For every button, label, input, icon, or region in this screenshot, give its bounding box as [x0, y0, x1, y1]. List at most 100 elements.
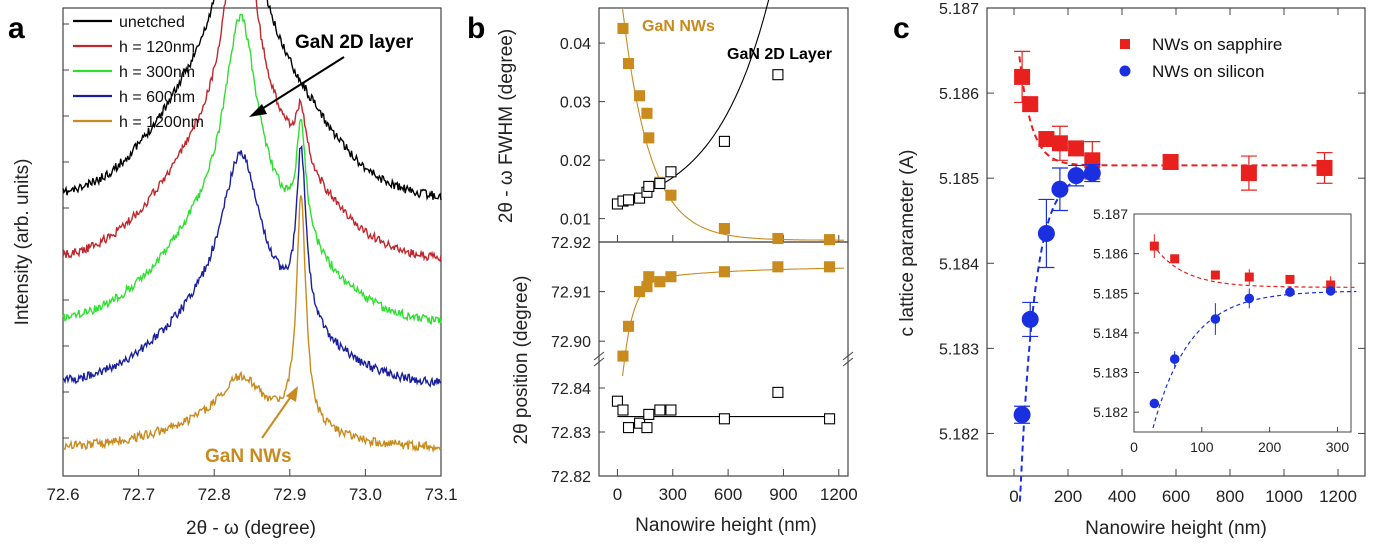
legend-label: h = 600nm [119, 89, 195, 106]
position-nw-point [654, 276, 666, 288]
panel-c: c 5.182 5.183 5.184 5.185 5.186 5.187 0 200 400 6… [893, 1, 1366, 539]
inset-silicon-point [1285, 287, 1295, 297]
position-nw-point [718, 266, 730, 278]
inset-y-tick-label: 5.184 [1093, 325, 1128, 341]
y-tick-label: 5.183 [939, 341, 979, 358]
panel-b-axes: 0.01 0.02 0.03 0.04 72.92 72.91 72.90 72.84 72.8… [551, 36, 858, 504]
silicon-point [1083, 164, 1101, 182]
legend-sapphire-label: NWs on sapphire [1152, 35, 1282, 54]
inset-sapphire-fit-curve [1152, 244, 1357, 288]
x-tick-label: 300 [659, 485, 687, 504]
inset-sapphire-point [1210, 270, 1220, 280]
fwhm-nw-point [641, 107, 653, 119]
position-2d-point [772, 386, 784, 398]
x-tick-label: 200 [1054, 487, 1082, 506]
position-2d-point [824, 413, 836, 425]
y-tick-label: 72.92 [551, 235, 591, 252]
panel-c-y-axis-label: c lattice parameter (A) [897, 150, 918, 337]
y-tick-label: 72.84 [551, 381, 591, 398]
sapphire-point [1014, 68, 1031, 85]
position-2d-point [654, 404, 666, 416]
fwhm-2d-point [622, 194, 635, 206]
inset-y-tick-label: 5.185 [1093, 285, 1128, 301]
annotation-nw-arrow-line [261, 394, 293, 439]
panel-b-bottom-y-label: 2θ position (degree) [511, 276, 532, 445]
x-tick-label: 1200 [820, 485, 858, 504]
inset-silicon-point [1169, 354, 1180, 364]
panel-a: a 72.6 72.7 72.8 72.9 73.0 73.1 unetched h = 1… [8, 0, 458, 539]
y-tick-label: 5.185 [939, 171, 979, 188]
position-2d-point [617, 404, 629, 416]
position-2d-point [718, 413, 730, 425]
legend-label: h = 300nm [119, 64, 195, 81]
fwhm-nw-point [634, 90, 646, 102]
inset-x-tick-label: 200 [1258, 439, 1282, 455]
silicon-point [1051, 180, 1069, 198]
legend-label: h = 1200nm [119, 114, 204, 131]
x-tick-label: 72.6 [46, 485, 79, 504]
inset-silicon-point [1210, 314, 1221, 324]
panel-c-letter: c [893, 12, 910, 45]
x-tick-label: 0 [613, 485, 622, 504]
fwhm-nw-point [665, 189, 677, 201]
axis-break-mark [842, 351, 854, 361]
inset-sapphire-point [1244, 272, 1254, 282]
silicon-point [1013, 406, 1031, 424]
panel-b-label-gan-nws: GaN NWs [642, 18, 715, 35]
position-nw-point [643, 271, 655, 283]
fwhm-nw-point [643, 132, 655, 144]
inset-sapphire-point [1285, 274, 1295, 284]
position-2d-point [622, 422, 635, 434]
position-2d-point [641, 422, 653, 434]
inset-y-tick-label: 5.183 [1093, 365, 1128, 381]
panel-b-marks [611, 0, 844, 434]
position-nw-point [665, 271, 677, 283]
panel-c-axes: 5.182 5.183 5.184 5.185 5.186 5.187 0 200 400 600… [939, 1, 1365, 506]
fwhm-nw-point [824, 234, 836, 246]
x-tick-label: 600 [714, 485, 742, 504]
inset-x-tick-label: 0 [1130, 439, 1138, 455]
annotation-2d-arrow-line [256, 56, 345, 113]
y-tick-label: 72.90 [551, 334, 591, 351]
sapphire-point [1316, 159, 1333, 176]
axis-break-mark [593, 357, 605, 367]
x-tick-label: 900 [769, 485, 797, 504]
y-tick-label: 0.02 [560, 153, 591, 170]
annotation-gan-2d-layer: GaN 2D layer [295, 32, 414, 53]
fwhm-nw-point [772, 232, 784, 245]
x-tick-label: 600 [1162, 487, 1190, 506]
x-tick-label: 72.7 [122, 485, 155, 504]
axis-break-mark [593, 351, 605, 361]
silicon-point [1067, 167, 1085, 185]
panel-a-frame [62, 7, 442, 477]
panel-a-letter: a [8, 12, 25, 45]
panel-b-label-gan-2d-layer: GaN 2D Layer [727, 46, 832, 63]
inset-y-tick-label: 5.182 [1093, 404, 1128, 420]
inset-sapphire-point [1149, 241, 1159, 251]
panel-a-y-ticks [63, 23, 69, 439]
fwhm-2d-point [772, 69, 784, 81]
fwhm-2d-point [634, 192, 646, 204]
position-nw-point [622, 320, 635, 332]
y-tick-label: 5.187 [939, 1, 979, 18]
sapphire-point [1051, 135, 1068, 152]
panel-a-y-axis-label: Intensity (arb. units) [12, 159, 33, 326]
inset-sapphire-point [1326, 280, 1336, 290]
inset-y-tick-label: 5.186 [1093, 246, 1128, 262]
position-nw-point [772, 261, 784, 273]
y-tick-label: 0.01 [560, 212, 591, 229]
spectrum-curve [62, 144, 442, 388]
sapphire-point [1022, 96, 1039, 113]
silicon-point [1037, 224, 1055, 242]
spectrum-curve [62, 0, 442, 201]
position-nw-point [617, 350, 629, 362]
position-2d-point [665, 404, 677, 416]
panel-b: b 0.01 0.02 0.03 0.04 72.92 72.91 72.90 72.84 72… [467, 0, 858, 536]
fwhm-2d-point [718, 135, 730, 147]
x-tick-label: 73.1 [424, 485, 457, 504]
x-tick-label: 800 [1216, 487, 1244, 506]
x-tick-label: 1000 [1265, 487, 1303, 506]
fwhm-nw-fit-curve [622, 9, 844, 241]
legend-label: unetched [119, 14, 185, 31]
legend-silicon-label: NWs on silicon [1152, 62, 1264, 81]
